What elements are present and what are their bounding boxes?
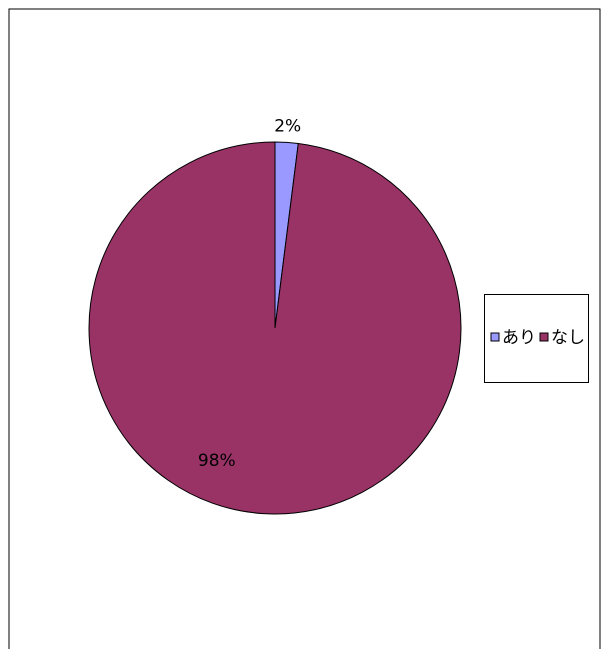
legend-label: なし [551, 328, 585, 348]
pie-slice [88, 141, 462, 515]
legend-label: あり [502, 328, 536, 348]
chart-frame [8, 8, 601, 649]
data-label: 2% [274, 116, 301, 136]
legend-swatch [539, 332, 549, 342]
legend-swatch [490, 332, 500, 342]
legend-box [484, 294, 589, 383]
data-label: 98% [198, 451, 236, 471]
